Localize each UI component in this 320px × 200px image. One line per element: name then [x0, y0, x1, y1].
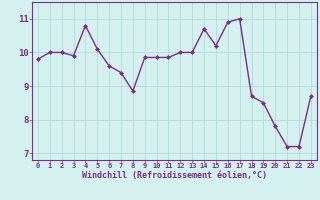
- X-axis label: Windchill (Refroidissement éolien,°C): Windchill (Refroidissement éolien,°C): [82, 171, 267, 180]
